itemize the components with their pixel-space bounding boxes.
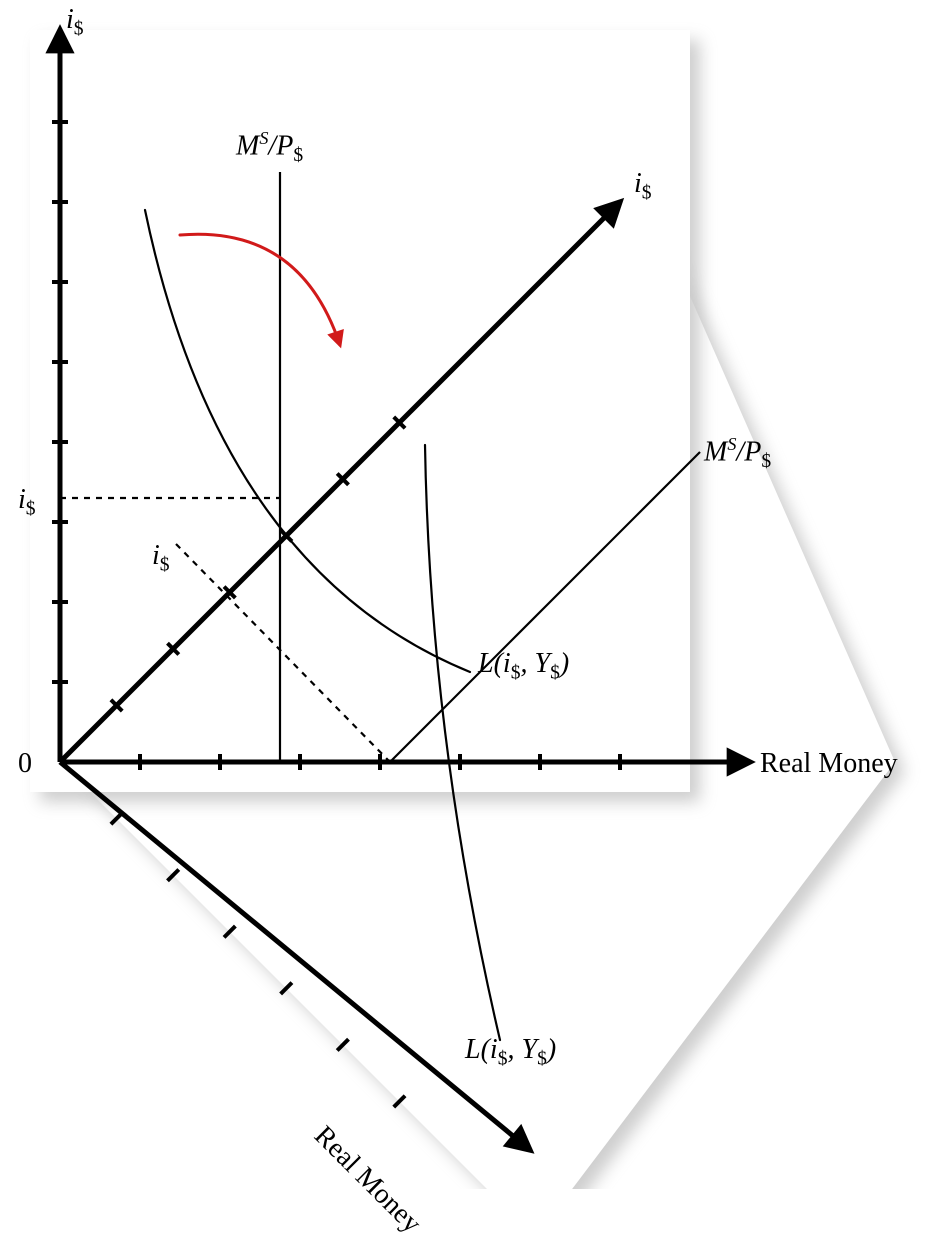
demand-label-upright: L(i$, Y$) <box>478 648 569 685</box>
y-axis-label: i$ <box>66 4 84 41</box>
diagram-svg <box>0 0 943 1189</box>
diag-axis-label: i$ <box>634 168 652 205</box>
x-axis-label: Real Money <box>760 748 898 780</box>
y-axis-var: i <box>66 4 74 35</box>
i-equilibrium-label: i$ <box>18 484 36 521</box>
i-equilibrium-label-diag: i$ <box>152 540 170 577</box>
origin-label: 0 <box>18 748 32 780</box>
ms-label-rotated: MS/P$ <box>704 434 771 473</box>
diagram-root: i$i$Real MoneyReal Money0MS/P$MS/P$L(i$,… <box>0 0 943 1189</box>
demand-label-rotated: L(i$, Y$) <box>465 1034 556 1071</box>
ms-label-upright: MS/P$ <box>236 128 303 167</box>
